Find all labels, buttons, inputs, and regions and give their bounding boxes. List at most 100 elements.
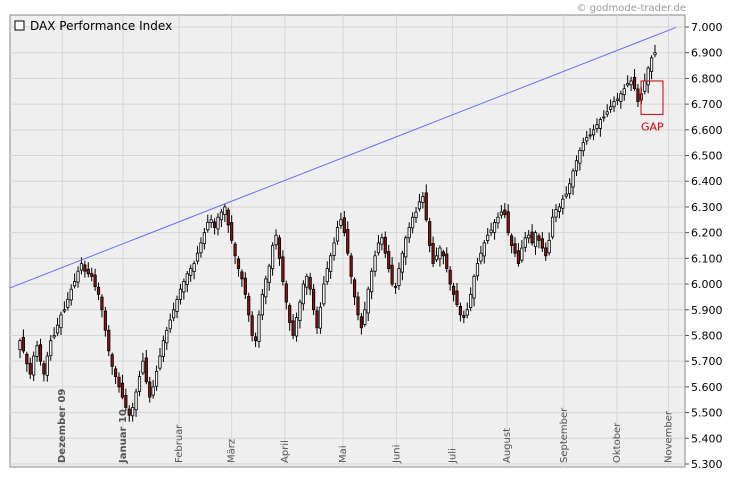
candle-body bbox=[141, 360, 145, 374]
candle-body bbox=[206, 221, 210, 231]
candle-body bbox=[506, 211, 510, 234]
candle-body bbox=[393, 285, 398, 288]
candle-body bbox=[503, 209, 507, 216]
candle-body bbox=[550, 216, 555, 238]
candle-body bbox=[73, 281, 77, 287]
y-tick-label: 5.500 bbox=[691, 407, 723, 420]
candle-body bbox=[421, 196, 425, 203]
candle-body bbox=[585, 137, 589, 142]
candle-body bbox=[390, 264, 394, 285]
candle-body bbox=[602, 116, 606, 119]
candle-body bbox=[335, 227, 340, 242]
candle-body bbox=[499, 211, 503, 216]
candle-body bbox=[182, 281, 186, 293]
candle-body bbox=[264, 278, 268, 298]
candle-body bbox=[117, 376, 121, 388]
candle-body bbox=[397, 268, 401, 286]
candle-body bbox=[281, 256, 285, 282]
candle-body bbox=[588, 134, 592, 137]
candle-body bbox=[458, 305, 462, 316]
candle-body bbox=[619, 93, 623, 102]
candle-body bbox=[161, 340, 165, 357]
candle-body bbox=[93, 274, 97, 288]
candle-body bbox=[257, 314, 261, 343]
candle-body bbox=[144, 357, 148, 383]
candle-body bbox=[380, 237, 384, 245]
candle-body bbox=[267, 265, 271, 283]
candle-body bbox=[318, 306, 323, 329]
candle-body bbox=[609, 106, 613, 110]
candle-body bbox=[189, 268, 193, 276]
gap-box bbox=[640, 80, 664, 115]
x-tick-label: August bbox=[502, 428, 513, 463]
candle-body bbox=[96, 286, 101, 295]
y-tick-label: 5.700 bbox=[691, 355, 723, 368]
candle-body bbox=[622, 88, 626, 96]
candle-body bbox=[195, 252, 200, 262]
candle-body bbox=[233, 243, 237, 257]
candle-body bbox=[431, 243, 435, 264]
candle-body bbox=[407, 227, 411, 239]
candle-body bbox=[35, 345, 39, 357]
candle-body bbox=[568, 183, 572, 195]
y-axis: 7.000 6.900 6.800 6.700 6.600 6.500 6.400 6.300… bbox=[685, 21, 723, 471]
candle-body bbox=[199, 242, 203, 254]
candle-body bbox=[441, 251, 445, 257]
candle-body bbox=[76, 270, 80, 283]
candle-body bbox=[632, 76, 637, 90]
y-tick-label: 5.900 bbox=[691, 304, 723, 317]
candle-body bbox=[554, 209, 558, 218]
candle-body bbox=[271, 245, 275, 269]
candle-body bbox=[236, 258, 241, 270]
candle-body bbox=[332, 242, 336, 256]
candle-body bbox=[209, 219, 213, 223]
candle-body bbox=[165, 329, 169, 344]
candle-body bbox=[376, 242, 381, 254]
candle-body bbox=[21, 336, 26, 352]
candle-body bbox=[544, 247, 548, 257]
candle-body bbox=[373, 255, 377, 272]
candle-body bbox=[462, 315, 466, 318]
candle-body bbox=[414, 211, 418, 218]
candle-body bbox=[598, 119, 602, 129]
candle-body bbox=[243, 277, 247, 295]
candle-body bbox=[288, 305, 292, 324]
candle-body bbox=[28, 362, 32, 375]
y-tick-label: 6.600 bbox=[691, 124, 723, 137]
candle-body bbox=[629, 80, 633, 86]
candle-body bbox=[134, 391, 138, 411]
candle-body bbox=[62, 309, 66, 312]
candle-body bbox=[363, 309, 367, 325]
candle-body bbox=[523, 237, 527, 248]
candle-body bbox=[305, 275, 309, 288]
candle-body bbox=[219, 211, 224, 221]
candle-body bbox=[346, 228, 350, 254]
candle-body bbox=[643, 80, 647, 92]
candle-body bbox=[253, 336, 258, 342]
candle-body bbox=[298, 301, 302, 322]
gap-label: GAP bbox=[641, 120, 664, 133]
candle-body bbox=[329, 255, 333, 272]
candle-body bbox=[349, 255, 353, 277]
candle-body bbox=[151, 386, 155, 396]
candle-body bbox=[571, 170, 575, 188]
candle-body bbox=[250, 315, 254, 336]
candle-body bbox=[312, 288, 316, 311]
candle-body bbox=[127, 408, 131, 416]
candle-body bbox=[213, 221, 217, 228]
candle-body bbox=[284, 283, 288, 303]
candle-body bbox=[557, 206, 561, 212]
candle-body bbox=[352, 279, 357, 298]
candle-body bbox=[615, 98, 620, 101]
candle-body bbox=[451, 285, 456, 295]
candle-body bbox=[434, 255, 439, 261]
candle-body bbox=[520, 247, 524, 261]
candle-body bbox=[100, 296, 104, 311]
candle-body bbox=[110, 354, 114, 367]
candle-body bbox=[339, 219, 343, 226]
candle-body bbox=[202, 232, 206, 245]
candle-body bbox=[445, 253, 449, 270]
candle-body bbox=[612, 101, 616, 108]
candle-body bbox=[428, 221, 432, 246]
